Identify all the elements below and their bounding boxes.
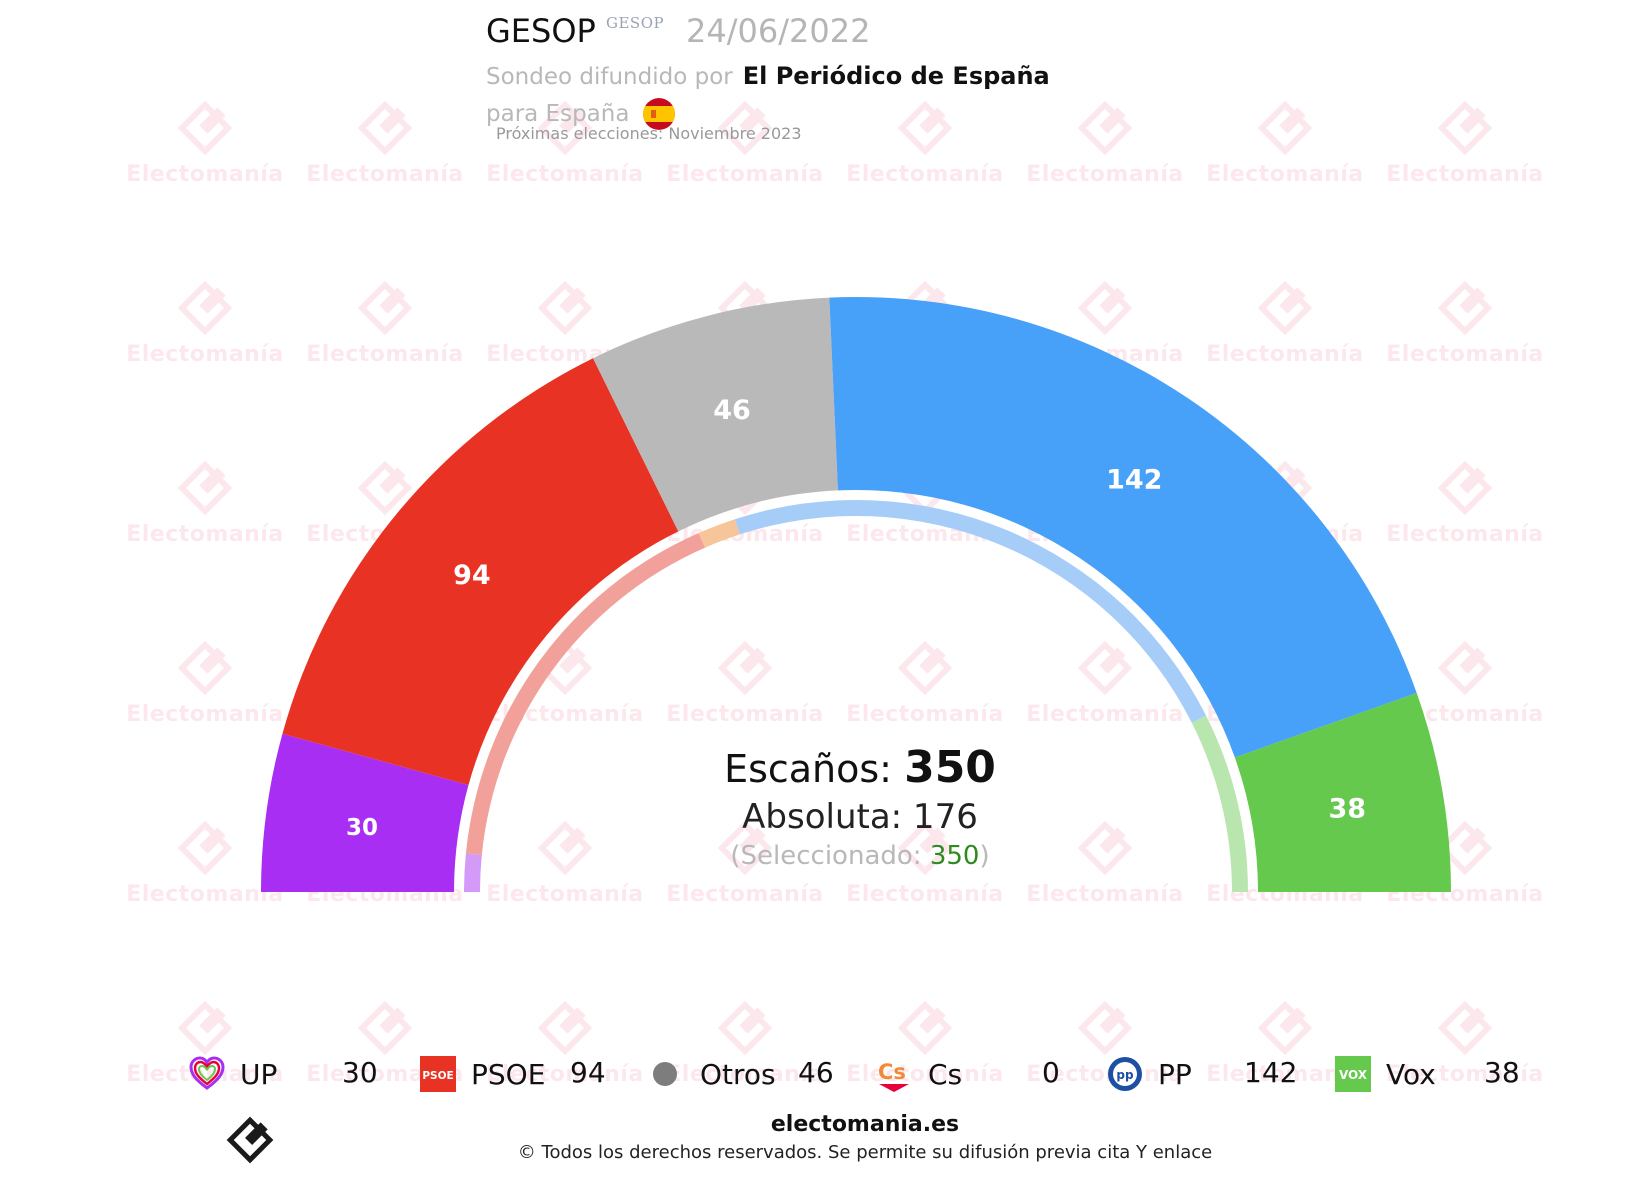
cs-logo-icon: Cs [876, 1055, 914, 1093]
arc-segment-pp[interactable] [829, 297, 1417, 758]
legend-name: UP [240, 1057, 278, 1091]
arc-label-vox: 38 [1329, 793, 1367, 824]
legend-item-psoe[interactable]: PSOE PSOE [419, 1052, 545, 1096]
arc-segment-up[interactable] [261, 733, 469, 892]
otros-dot-icon [648, 1055, 686, 1093]
legend-seats-pp: 142 [1244, 1056, 1298, 1089]
legend-item-up[interactable]: UP [188, 1052, 277, 1096]
selected-suffix: ) [979, 841, 990, 871]
arc-label-pp: 142 [1106, 464, 1162, 495]
selected-line: (Seleccionado: 350) [660, 841, 1060, 871]
poll-date: 24/06/2022 [686, 12, 871, 50]
seats-total: 350 [904, 742, 996, 793]
outer-seat-arc [261, 297, 1451, 892]
svg-text:PSOE: PSOE [422, 1070, 453, 1082]
legend-item-pp[interactable]: pp PP [1106, 1052, 1192, 1096]
inner-seat-ring [464, 500, 1248, 892]
arc-label-otros: 46 [713, 395, 751, 426]
inner-ring-up [464, 853, 482, 892]
arc-label-psoe: 94 [453, 560, 491, 591]
legend-name: Otros [700, 1057, 776, 1091]
legend-seats-vox: 38 [1484, 1056, 1520, 1089]
absolute-majority: Absoluta: 176 [742, 797, 978, 837]
psoe-logo-icon: PSOE [419, 1055, 457, 1093]
media-prefix: Sondeo difundido por [486, 64, 733, 90]
footer-copyright: © Todos los derechos reservados. Se perm… [517, 1142, 1213, 1163]
pp-logo-icon: pp [1106, 1055, 1144, 1093]
legend-name: Cs [928, 1057, 963, 1091]
selected-value: 350 [929, 841, 980, 871]
seats-line: Escaños: 350 [660, 742, 1060, 793]
legend-seats-psoe: 94 [570, 1056, 606, 1089]
legend-name: Vox [1386, 1057, 1436, 1091]
svg-text:Cs: Cs [878, 1060, 906, 1084]
arc-segment-vox[interactable] [1234, 692, 1451, 892]
legend-item-otros[interactable]: Otros [648, 1052, 776, 1096]
inner-ring-cs [698, 519, 740, 548]
region-text: para España [486, 101, 630, 127]
seat-summary: Escaños: 350 Absoluta: 176 (Seleccionado… [660, 742, 1060, 871]
electomania-logo-icon [226, 1116, 274, 1164]
legend-seats-up: 30 [342, 1056, 378, 1089]
arc-label-up: 30 [346, 815, 378, 841]
legend-item-vox[interactable]: VOX Vox [1334, 1052, 1436, 1096]
next-election: Próximas elecciones: Noviembre 2023 [496, 124, 802, 143]
selected-prefix: (Seleccionado: [730, 841, 930, 871]
legend-seats-cs: 0 [1042, 1056, 1060, 1089]
legend-seats-otros: 46 [798, 1056, 834, 1089]
media-line: Sondeo difundido por El Periódico de Espa… [486, 62, 1050, 90]
pollster-logo-icon: GESOP [606, 14, 665, 32]
region-line: para España [486, 98, 675, 130]
svg-text:pp: pp [1116, 1068, 1134, 1082]
arc-segment-psoe[interactable] [282, 358, 679, 786]
arc-seat-labels: 30 94 46 142 38 [346, 395, 1366, 841]
spain-flag-icon [642, 98, 675, 130]
arc-segment-otros[interactable] [593, 297, 838, 532]
legend-name: PSOE [471, 1057, 546, 1091]
inner-ring-vox [1191, 715, 1248, 892]
up-heart-icon [188, 1055, 226, 1093]
svg-text:VOX: VOX [1339, 1068, 1368, 1082]
legend-item-cs[interactable]: Cs Cs [876, 1052, 962, 1096]
seats-label: Escaños: [724, 747, 892, 791]
vox-logo-icon: VOX [1334, 1055, 1372, 1093]
media-name: El Periódico de España [742, 62, 1050, 90]
party-legend: UP 30 PSOE PSOE 94 Otros 46 Cs Cs 0 [0, 1052, 1652, 1096]
footer-site[interactable]: electomania.es [770, 1112, 960, 1137]
legend-name: PP [1158, 1057, 1192, 1091]
pollster-name: GESOP [486, 12, 596, 50]
inner-ring-pp [734, 500, 1207, 723]
